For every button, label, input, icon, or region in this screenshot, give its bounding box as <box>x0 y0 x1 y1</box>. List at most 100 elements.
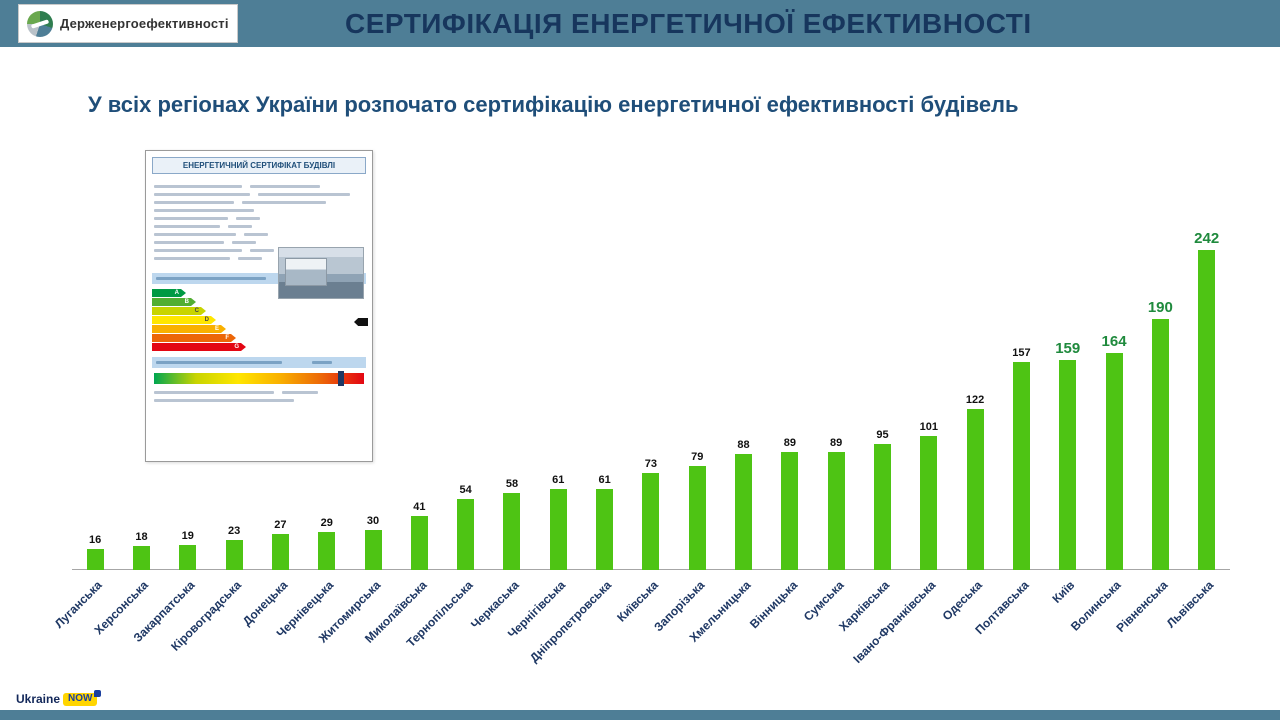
bar-column: 30 Житомирська <box>315 228 396 645</box>
rating-marker-icon <box>354 318 368 326</box>
bar-column: 190 Рівненська <box>1113 228 1183 635</box>
bar <box>873 444 891 570</box>
bar-column: 29 Чернівецька <box>274 228 350 640</box>
bar-value-label: 41 <box>413 501 426 513</box>
bar-column: 242 Львівська <box>1164 228 1230 631</box>
bar-column: 73 Київська <box>614 228 674 625</box>
bar-chart: 16 Луганська 18 Херсонська 19 Закарпатська 23 К… <box>52 228 1230 666</box>
footer-bar <box>0 710 1280 720</box>
bar-column: 157 Полтавська <box>972 228 1044 637</box>
rating-arrow-a: A <box>152 289 186 297</box>
bar <box>735 454 753 570</box>
agency-logo: Держенергоефективності <box>18 4 238 43</box>
building-photo <box>278 247 364 299</box>
ukraine-now-dot-icon <box>94 689 102 697</box>
bar-category-label: Вінницька <box>746 578 800 632</box>
bar <box>1105 353 1123 570</box>
bar-value-label: 29 <box>320 517 333 529</box>
bar <box>271 534 289 570</box>
bar-value-label: 27 <box>274 519 287 531</box>
bar <box>364 530 382 570</box>
slide-subtitle: У всіх регіонах України розпочато сертиф… <box>88 92 1019 117</box>
bar <box>827 452 845 570</box>
ukraine-now-logo: Ukraine NOW <box>16 689 102 706</box>
bar <box>966 409 984 570</box>
rating-arrow-d: D <box>152 316 216 324</box>
agency-logo-icon <box>27 10 53 37</box>
bar-value-label: 61 <box>598 474 611 486</box>
bar-column: 164 Волинська <box>1068 228 1137 634</box>
header-bar: Держенергоефективності СЕРТИФІКАЦІЯ ЕНЕР… <box>0 0 1280 47</box>
bar-column: 88 Хмельницька <box>687 228 766 645</box>
rating-arrow-e: E <box>152 325 226 333</box>
bar-value-label: 18 <box>135 531 148 543</box>
consumption-band <box>152 357 366 368</box>
bar-value-label: 30 <box>366 515 380 527</box>
bar-column: 54 Тернопільська <box>404 228 489 650</box>
bar-value-label: 16 <box>89 534 102 546</box>
rating-arrows: A B C D E F G <box>152 288 264 351</box>
bar-value-label: 122 <box>965 394 985 406</box>
bar-value-label: 164 <box>1101 333 1127 350</box>
bar-value-label: 73 <box>644 458 658 470</box>
bar-value-label: 61 <box>552 474 565 486</box>
bar <box>1198 250 1216 570</box>
bar <box>1012 362 1030 570</box>
bar-value-label: 23 <box>227 525 241 537</box>
bar-column: 41 Миколаївська <box>362 228 442 646</box>
gradient-marker-icon <box>338 371 344 386</box>
bar-column: 122 Одеська <box>940 228 998 623</box>
bar-value-label: 159 <box>1055 340 1081 357</box>
bar-column: 61 Дніпропетровська <box>527 228 627 665</box>
page-title: СЕРТИФІКАЦІЯ ЕНЕРГЕТИЧНОЇ ЕФЕКТИВНОСТІ <box>345 8 1032 39</box>
certificate-title: ЕНЕРГЕТИЧНИЙ СЕРТИФІКАТ БУДІВЛІ <box>152 157 366 174</box>
bar-column: 61 Чернігівська <box>505 228 581 641</box>
bar-value-label: 95 <box>876 429 889 441</box>
rating-arrow-b: B <box>152 298 196 306</box>
bar <box>920 436 938 570</box>
bar <box>457 499 475 570</box>
bar-value-label: 88 <box>737 439 750 451</box>
rating-arrow-g: G <box>152 343 246 351</box>
bar <box>781 452 799 570</box>
bar <box>179 545 197 570</box>
bar-column: 23 Кіровоградська <box>168 228 257 654</box>
bar-column: 159 Київ <box>1045 228 1091 606</box>
energy-certificate-image: ЕНЕРГЕТИЧНИЙ СЕРТИФІКАТ БУДІВЛІ A B C D … <box>145 150 373 462</box>
bar <box>318 532 336 570</box>
bar <box>1151 319 1169 570</box>
bar-column: 89 Вінницька <box>746 228 813 631</box>
bar <box>549 489 567 570</box>
agency-logo-label: Держенергоефективності <box>60 16 229 31</box>
bar-value-label: 89 <box>783 437 796 449</box>
bar-category-label: Івано-Франківська <box>850 578 939 667</box>
bar-category-label: Сумська <box>800 578 847 624</box>
bar-column: 79 Запорізька <box>651 228 720 634</box>
bar-category-label: Київ <box>1049 578 1078 606</box>
bar-column: 101 Івано-Франківська <box>851 228 952 666</box>
bar-column: 89 Сумська <box>800 228 859 624</box>
energy-rating-scale: A B C D E F G <box>146 288 372 351</box>
bar-category-label: Дніпропетровська <box>527 578 615 666</box>
bar-value-label: 190 <box>1147 299 1173 316</box>
ukraine-now-now-badge: NOW <box>63 689 102 706</box>
bar-value-label: 19 <box>181 530 194 542</box>
rating-arrow-c: C <box>152 307 206 315</box>
consumption-gradient-bar <box>154 371 364 386</box>
bar <box>132 546 150 570</box>
ukraine-now-ukraine-label: Ukraine <box>16 692 61 706</box>
bar-value-label: 157 <box>1012 347 1031 359</box>
bar-category-label: Львівська <box>1163 578 1217 631</box>
bar <box>86 549 104 570</box>
bar-column: 58 Черкаська <box>468 228 535 632</box>
bar <box>688 466 706 570</box>
bar <box>596 489 614 570</box>
bar <box>410 516 428 570</box>
bar-value-label: 54 <box>459 484 472 496</box>
bar-column: 16 Луганська <box>52 228 118 631</box>
bar-column: 27 Донецька <box>240 228 303 628</box>
bar-value-label: 101 <box>919 421 938 433</box>
bar <box>225 540 243 570</box>
bar-column: 19 Закарпатська <box>131 228 211 645</box>
